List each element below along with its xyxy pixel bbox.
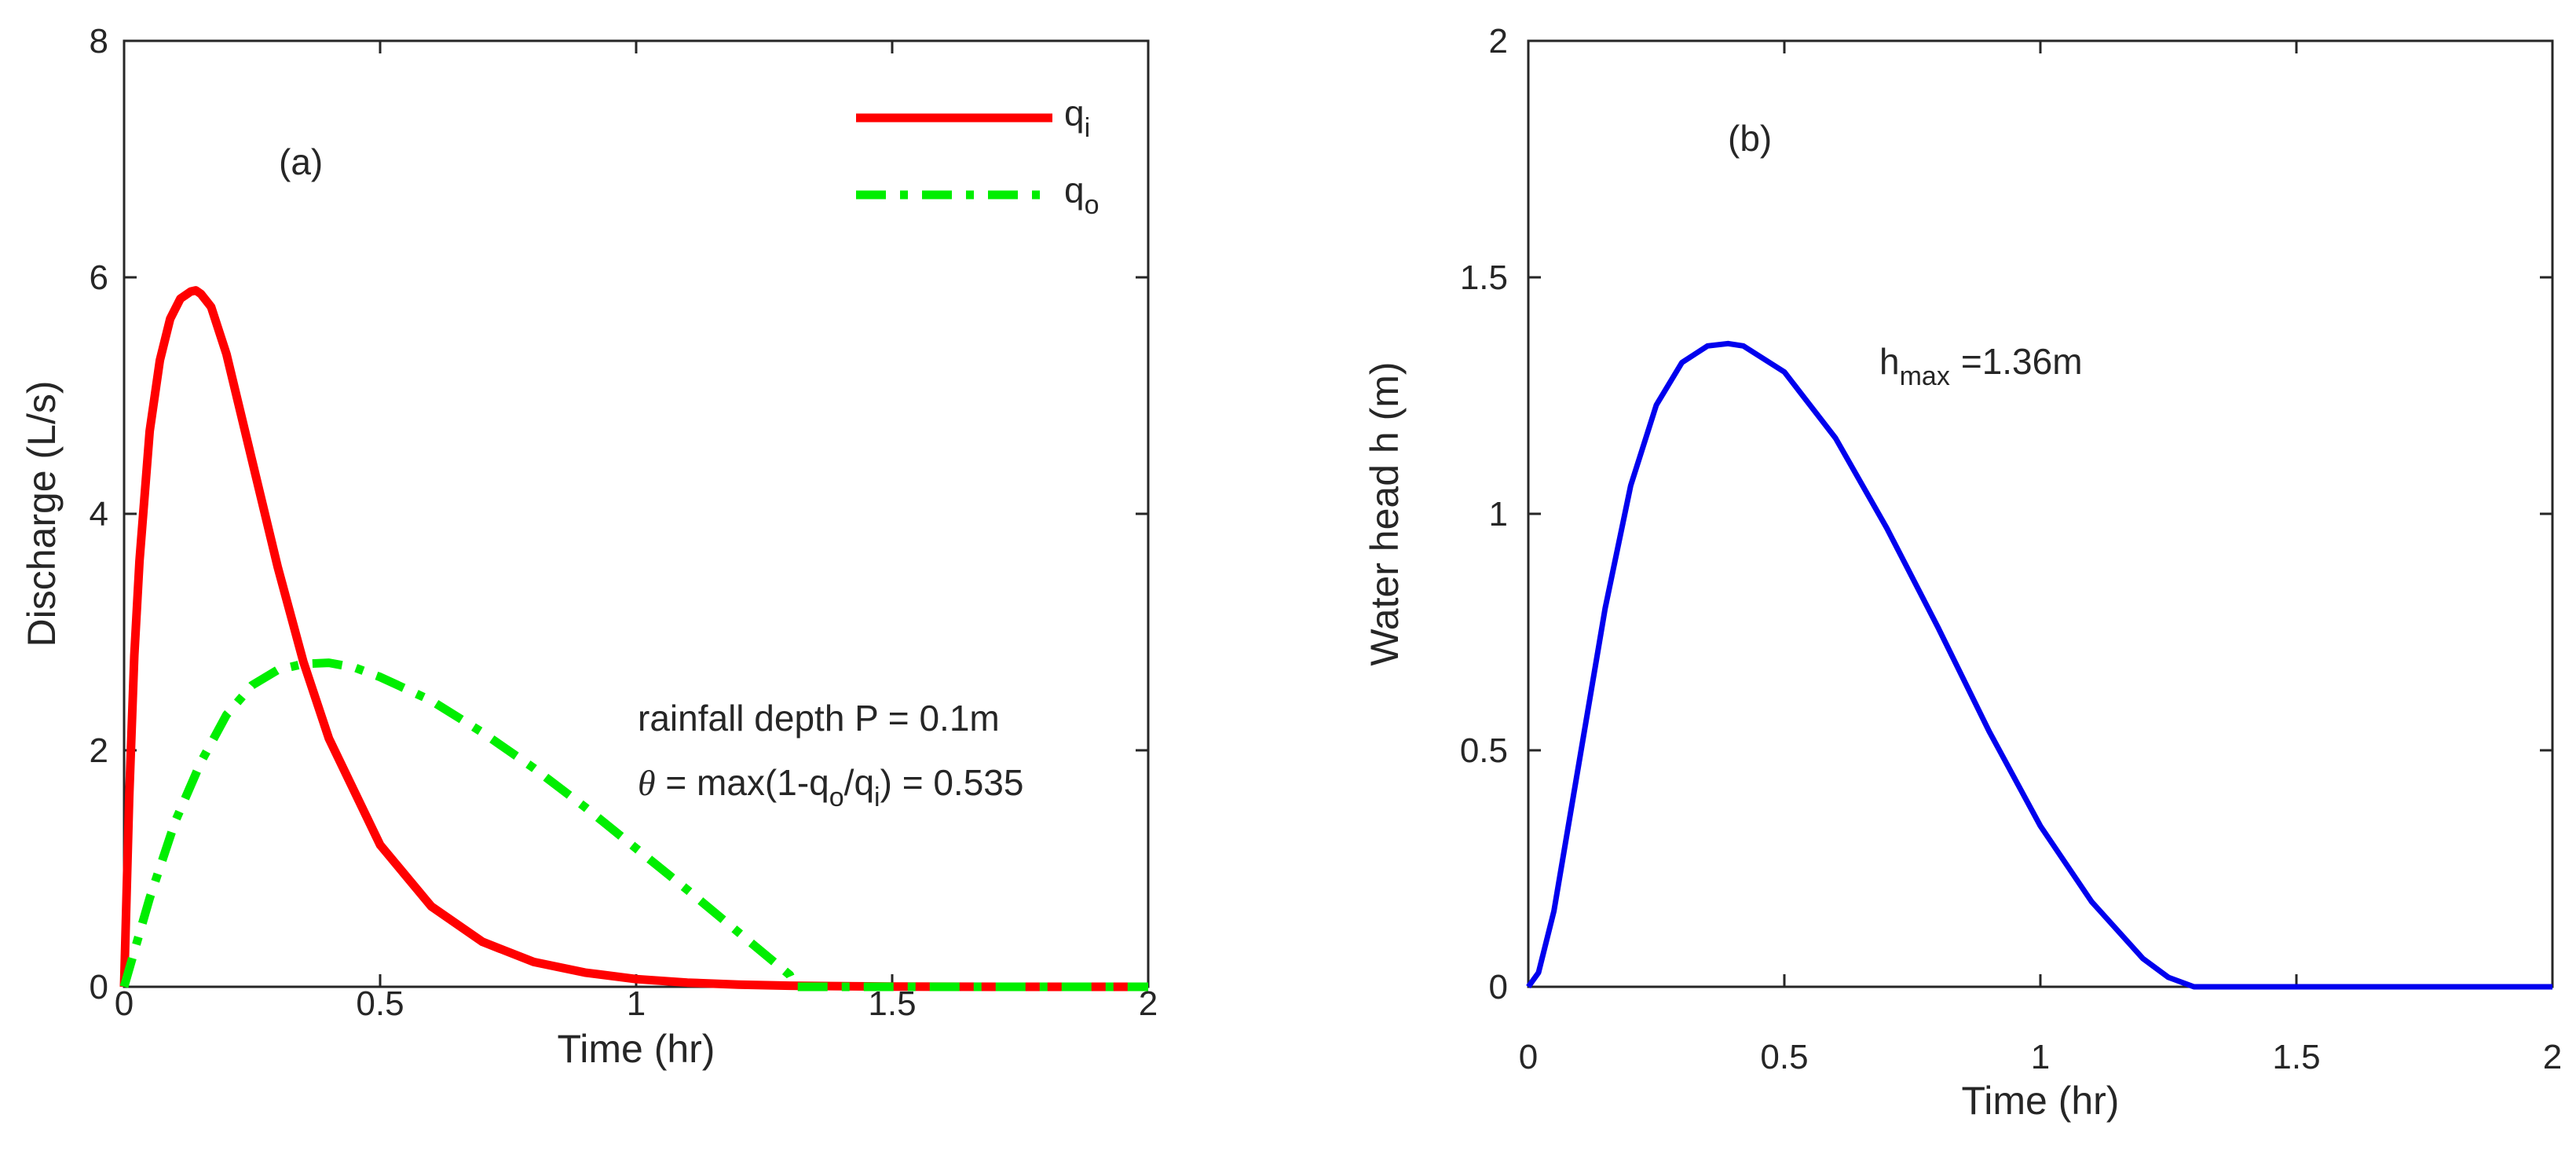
panel-b-xlabel: Time (hr) — [1962, 1079, 2120, 1123]
y-tick-label: 8 — [90, 22, 108, 60]
theta-annotation: θ = max(1-qo/qi) = 0.535 — [638, 762, 1023, 812]
series-line-q-i — [119, 286, 1148, 992]
panel-a-ylabel: Discharge (L/s) — [20, 381, 64, 647]
series-line-h — [1526, 340, 2552, 990]
panel-b-series — [1526, 340, 2552, 990]
y-tick-label: 2 — [90, 731, 108, 770]
x-tick-label: 1 — [627, 984, 646, 1023]
panel-a-label: (a) — [279, 141, 323, 182]
y-tick-label: 0 — [1489, 968, 1508, 1006]
legend-label-qo: qo — [1064, 170, 1100, 220]
panel-b-label: (b) — [1728, 118, 1772, 159]
y-tick-label: 1.5 — [1460, 258, 1508, 297]
series-line-q-o — [119, 658, 1148, 992]
panel-a-xlabel: Time (hr) — [558, 1027, 715, 1071]
y-tick-label: 6 — [90, 258, 108, 297]
hmax-annotation: hmax =1.36m — [1879, 341, 2083, 391]
y-tick-label: 0 — [90, 968, 108, 1006]
legend-label-qi: qi — [1064, 93, 1090, 143]
x-tick-label: 1 — [2031, 1038, 2050, 1076]
x-tick-label: 0.5 — [356, 984, 404, 1023]
panel-b-axes-box — [1527, 39, 2554, 988]
panel-b: 0 0.5 1 1.5 2 0 0.5 1 1.5 2 Time (hr) Water head … — [1363, 22, 2562, 1123]
y-tick-label: 2 — [1489, 22, 1508, 60]
y-tick-label: 0.5 — [1460, 731, 1508, 770]
panel-a-series — [119, 286, 1148, 992]
panel-b-ticks: 0 0.5 1 1.5 2 0 0.5 1 1.5 2 — [1460, 22, 2562, 1076]
panel-b-ylabel: Water head h (m) — [1363, 361, 1407, 665]
x-tick-label: 0 — [1519, 1038, 1538, 1076]
y-tick-label: 1 — [1489, 495, 1508, 533]
x-tick-label: 2 — [2543, 1038, 2562, 1076]
x-tick-label: 0 — [115, 984, 134, 1023]
panel-a-legend: qi qo — [856, 93, 1100, 220]
x-tick-label: 1.5 — [2272, 1038, 2320, 1076]
y-tick-label: 4 — [90, 495, 108, 533]
rainfall-annotation: rainfall depth P = 0.1m — [638, 698, 1000, 739]
x-tick-label: 0.5 — [1760, 1038, 1808, 1076]
